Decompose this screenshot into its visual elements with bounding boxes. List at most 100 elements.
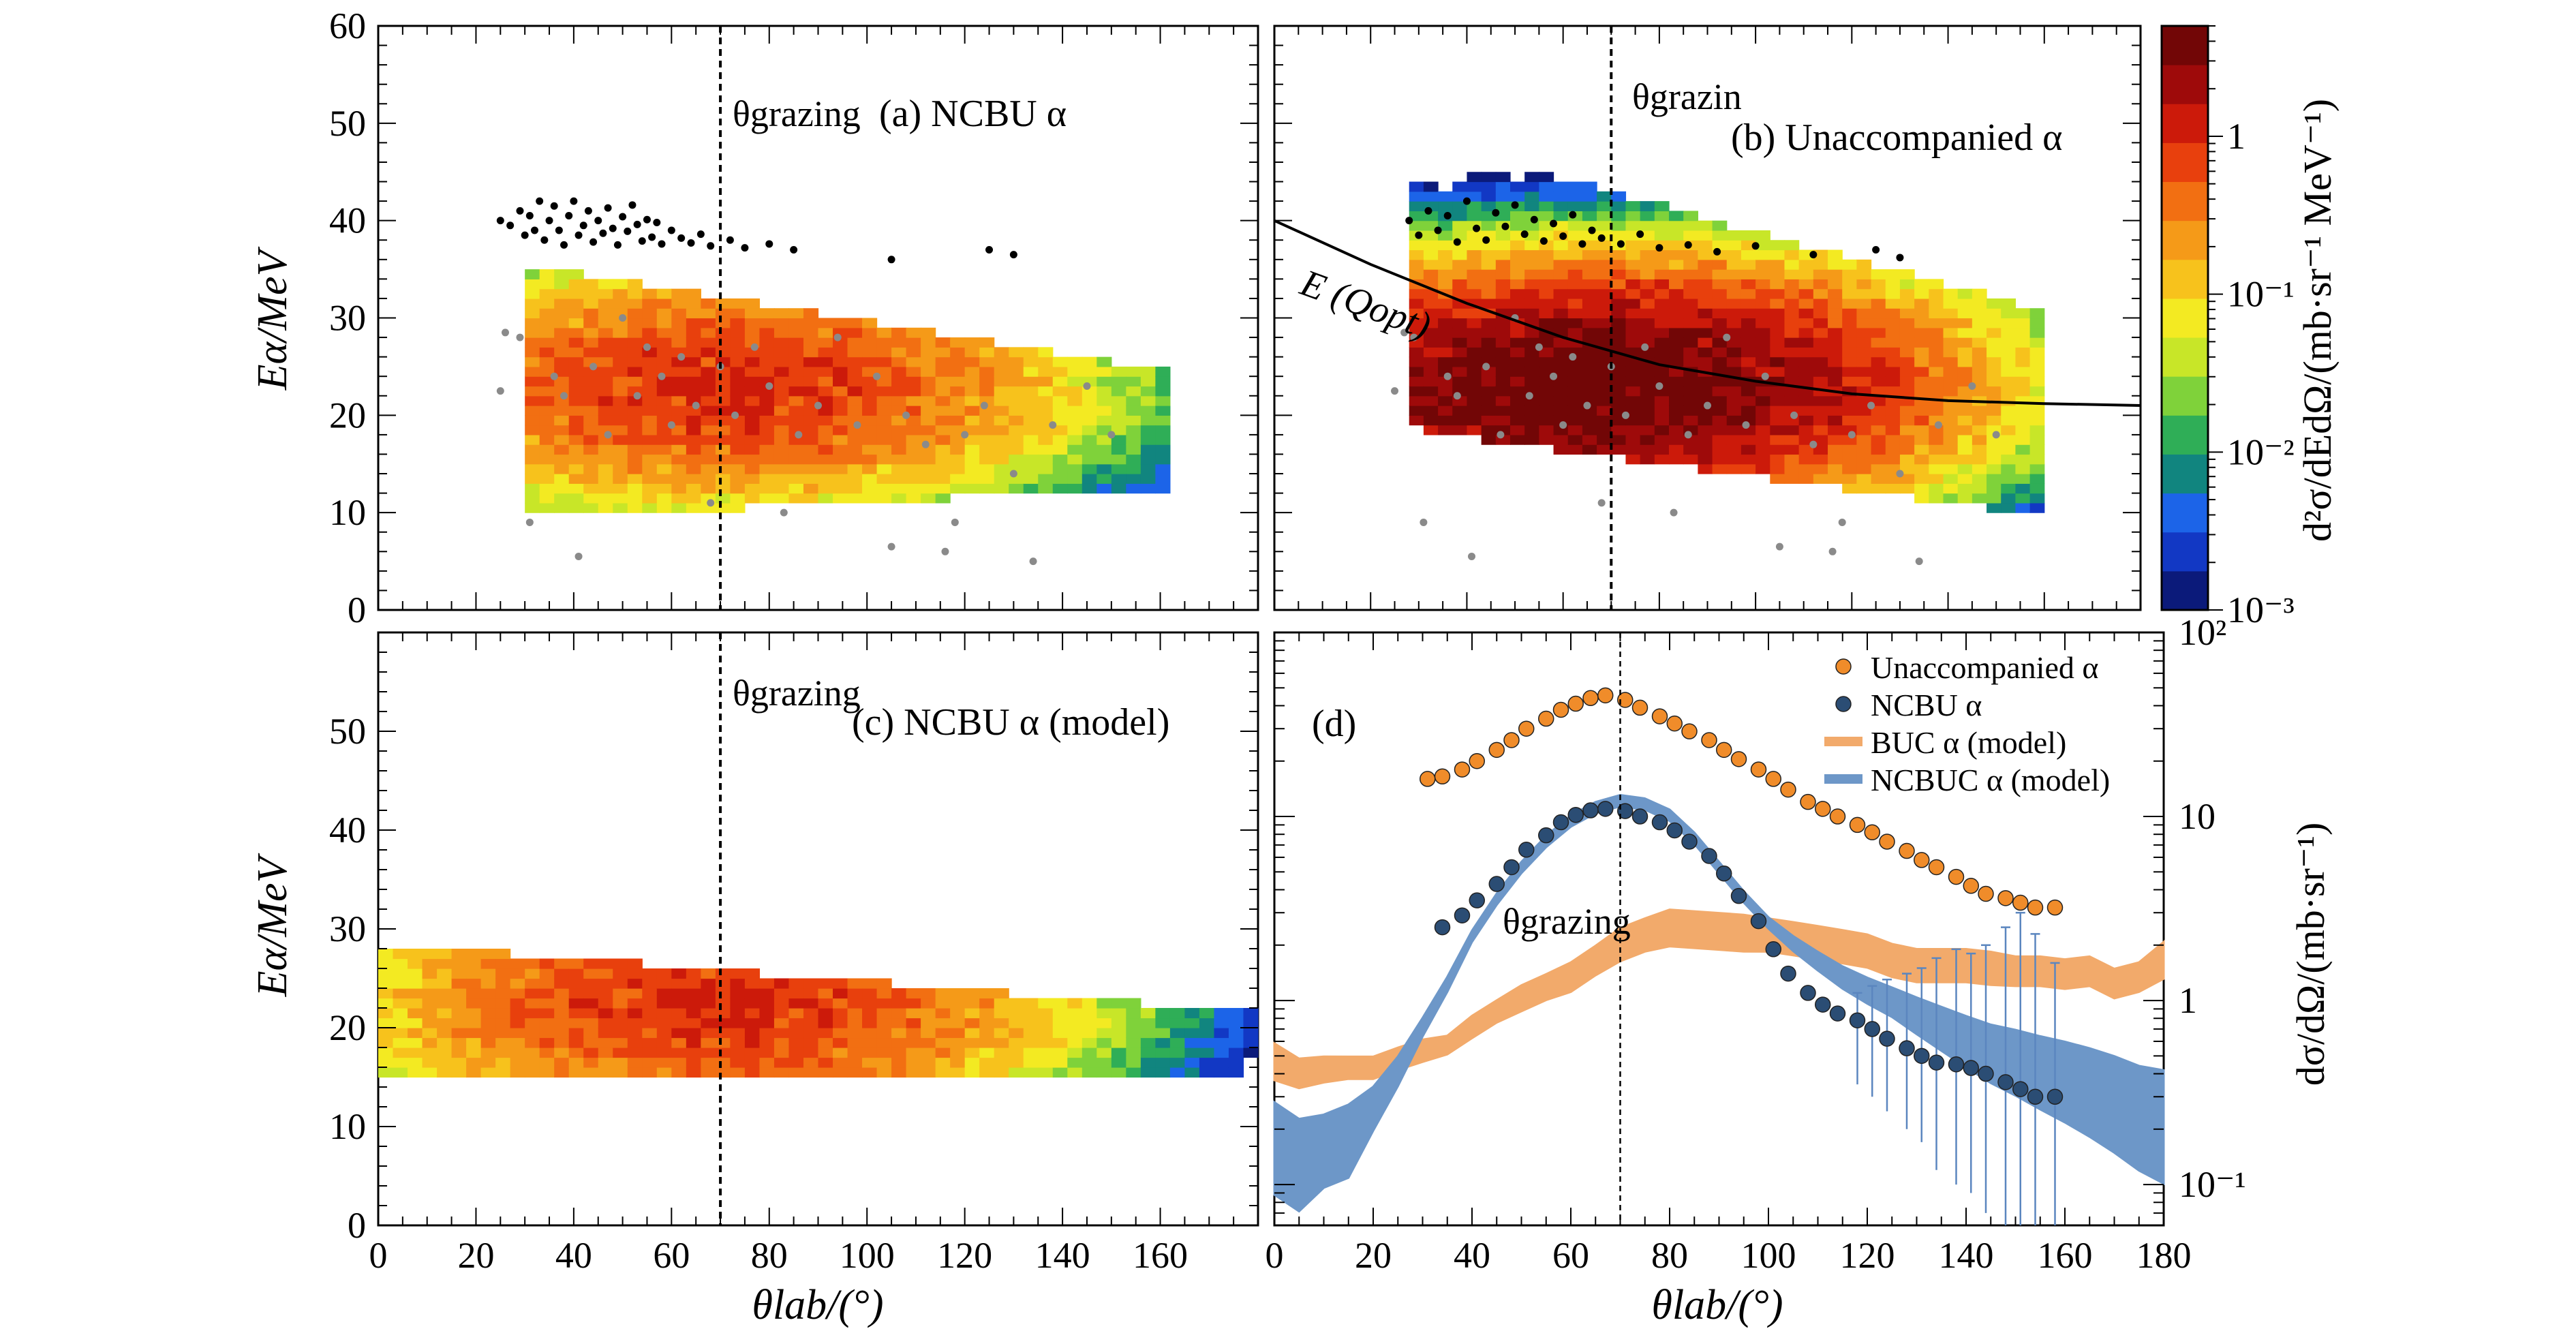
heatmap-cell xyxy=(627,1037,643,1048)
heatmap-cell xyxy=(1987,327,2002,338)
heatmap-cell xyxy=(1140,1028,1156,1039)
panel-b-plot xyxy=(1274,25,2141,611)
heatmap-cell xyxy=(730,308,746,319)
data-point xyxy=(1454,761,1471,778)
heatmap-cell xyxy=(1929,318,1944,328)
heatmap-cell xyxy=(1524,356,1539,367)
heatmap-cell xyxy=(862,463,878,474)
heatmap-cell xyxy=(1698,279,1713,290)
heatmap-cell xyxy=(1155,474,1171,484)
heatmap-cell xyxy=(715,308,731,319)
heatmap-cell xyxy=(1914,386,1929,397)
heatmap-cell xyxy=(1067,386,1083,397)
grey-point xyxy=(707,499,715,507)
heatmap-cell xyxy=(1654,434,1670,445)
heatmap-cell xyxy=(1140,376,1156,387)
heatmap-cell xyxy=(1625,298,1641,309)
heatmap-cell xyxy=(1828,318,1843,328)
heatmap-cell xyxy=(1987,415,2002,426)
heatmap-cell xyxy=(671,415,687,426)
heatmap-cell xyxy=(1654,269,1670,279)
heatmap-cell xyxy=(671,425,687,435)
heatmap-cell xyxy=(539,308,555,319)
heatmap-cell xyxy=(1126,366,1141,377)
heatmap-cell xyxy=(1539,298,1554,309)
heatmap-cell xyxy=(1957,444,1973,455)
heatmap-cell xyxy=(1972,366,1987,377)
heatmap-cell xyxy=(1755,347,1770,358)
heatmap-cell xyxy=(1770,249,1785,260)
heatmap-cell xyxy=(906,415,921,426)
heatmap-cell xyxy=(701,463,716,474)
heatmap-cell xyxy=(1871,463,1886,474)
heatmap-cell xyxy=(1669,230,1684,241)
heatmap-cell xyxy=(1813,337,1828,348)
heatmap-cell xyxy=(1957,463,1973,474)
heatmap-cell xyxy=(1553,269,1569,279)
heatmap-cell xyxy=(408,949,423,960)
heatmap-cell xyxy=(627,1067,643,1078)
heatmap-cell xyxy=(378,1057,394,1068)
heatmap-cell xyxy=(642,376,658,387)
heatmap-cell xyxy=(1111,1037,1126,1048)
heatmap-cell xyxy=(1199,1018,1215,1028)
heatmap-cell xyxy=(583,444,599,455)
heatmap-cell xyxy=(627,502,643,513)
heatmap-cell xyxy=(525,998,540,1009)
heatmap-cell xyxy=(1597,240,1612,251)
black-point xyxy=(741,244,749,252)
heatmap-cell xyxy=(2001,337,2017,348)
heatmap-cell xyxy=(1640,288,1655,299)
heatmap-cell xyxy=(1409,318,1424,328)
heatmap-cell xyxy=(1741,454,1756,465)
heatmap-cell xyxy=(539,474,555,484)
data-point xyxy=(1666,715,1683,732)
heatmap-cell xyxy=(1770,415,1785,426)
heatmap-cell xyxy=(788,474,804,484)
heatmap-cell xyxy=(1524,249,1539,260)
heatmap-cell xyxy=(568,347,584,358)
heatmap-cell xyxy=(1597,211,1612,221)
heatmap-cell xyxy=(627,1018,643,1028)
heatmap-cell xyxy=(1067,444,1083,455)
grey-point xyxy=(780,508,788,517)
heatmap-cell xyxy=(1452,181,1468,192)
heatmap-cell xyxy=(627,1008,643,1019)
heatmap-cell xyxy=(1813,395,1828,406)
heatmap-cell xyxy=(1987,366,2002,377)
heatmap-cell xyxy=(921,1047,936,1058)
heatmap-cell xyxy=(525,308,540,319)
heatmap-cell xyxy=(730,298,746,309)
heatmap-cell xyxy=(613,327,628,338)
heatmap-cell xyxy=(891,1057,907,1068)
heatmap-cell xyxy=(437,949,453,960)
heatmap-cell xyxy=(1409,308,1424,319)
heatmap-cell xyxy=(568,376,584,387)
heatmap-cell xyxy=(1741,308,1756,319)
heatmap-cell xyxy=(1438,308,1453,319)
heatmap-cell xyxy=(891,444,907,455)
heatmap-cell xyxy=(994,1067,1009,1078)
heatmap-cell xyxy=(1023,425,1039,435)
heatmap-cell xyxy=(1899,298,1915,309)
heatmap-cell xyxy=(1712,347,1728,358)
heatmap-cell xyxy=(847,1018,863,1028)
heatmap-cell xyxy=(876,327,892,338)
heatmap-cell xyxy=(1009,366,1024,377)
heatmap-cell xyxy=(671,434,687,445)
heatmap-cell xyxy=(1654,220,1670,231)
heatmap-cell xyxy=(598,327,613,338)
heatmap-cell xyxy=(935,1018,951,1028)
heatmap-cell xyxy=(671,1057,687,1068)
heatmap-cell xyxy=(1611,318,1627,328)
heatmap-cell xyxy=(759,1008,775,1019)
heatmap-cell xyxy=(480,988,496,999)
heatmap-cell xyxy=(422,988,438,999)
heatmap-cell xyxy=(1052,454,1068,465)
heatmap-cell xyxy=(1640,454,1655,465)
heatmap-cell xyxy=(1467,269,1482,279)
heatmap-cell xyxy=(1899,347,1915,358)
heatmap-cell xyxy=(1698,386,1713,397)
heatmap-cell xyxy=(744,1008,761,1019)
